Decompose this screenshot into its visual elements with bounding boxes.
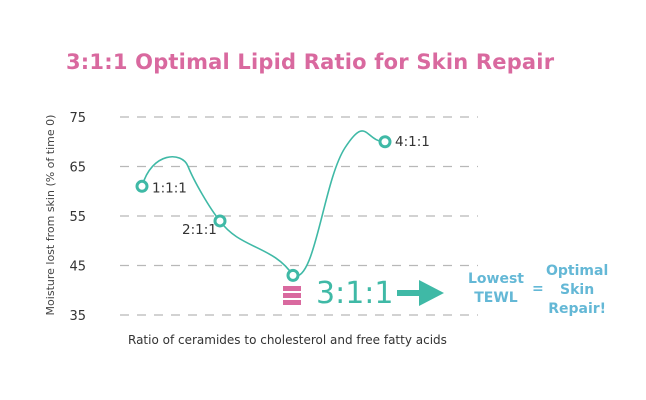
x-axis-label: Ratio of ceramides to cholesterol and fr… — [128, 333, 447, 347]
data-point-4-1-1 — [378, 135, 392, 149]
lowest-line-1: Lowest — [468, 271, 524, 287]
arrow-right-icon — [397, 280, 444, 306]
data-point-1-1-1 — [135, 179, 149, 193]
y-tick-label: 55 — [69, 210, 86, 225]
data-point-3-1-1 — [286, 268, 300, 282]
optimal-line-1: Optimal — [546, 263, 609, 279]
equals-sign: = — [532, 281, 544, 297]
stack-icon — [283, 286, 301, 305]
y-axis-label: Moisture lost from skin (% of time 0) — [44, 115, 57, 316]
y-tick-label: 75 — [69, 111, 86, 126]
highlight-ratio: 3:1:1 — [316, 276, 394, 311]
point-label: 2:1:1 — [182, 222, 217, 238]
point-label: 1:1:1 — [152, 180, 187, 196]
data-point-2-1-1 — [213, 214, 227, 228]
optimal-line-2: Skin — [560, 282, 595, 298]
y-tick-label: 65 — [69, 161, 86, 176]
lowest-line-2: TEWL — [474, 290, 518, 306]
point-label: 4:1:1 — [395, 134, 430, 150]
y-tick-label: 35 — [69, 309, 86, 324]
series-line — [141, 130, 386, 277]
lowest-tewl-label: Lowest TEWL — [468, 270, 524, 308]
y-tick-label: 45 — [69, 260, 86, 275]
optimal-line-3: Repair! — [548, 301, 607, 317]
chart-title: 3:1:1 Optimal Lipid Ratio for Skin Repai… — [66, 50, 555, 74]
optimal-repair-label: Optimal Skin Repair! — [546, 262, 608, 319]
